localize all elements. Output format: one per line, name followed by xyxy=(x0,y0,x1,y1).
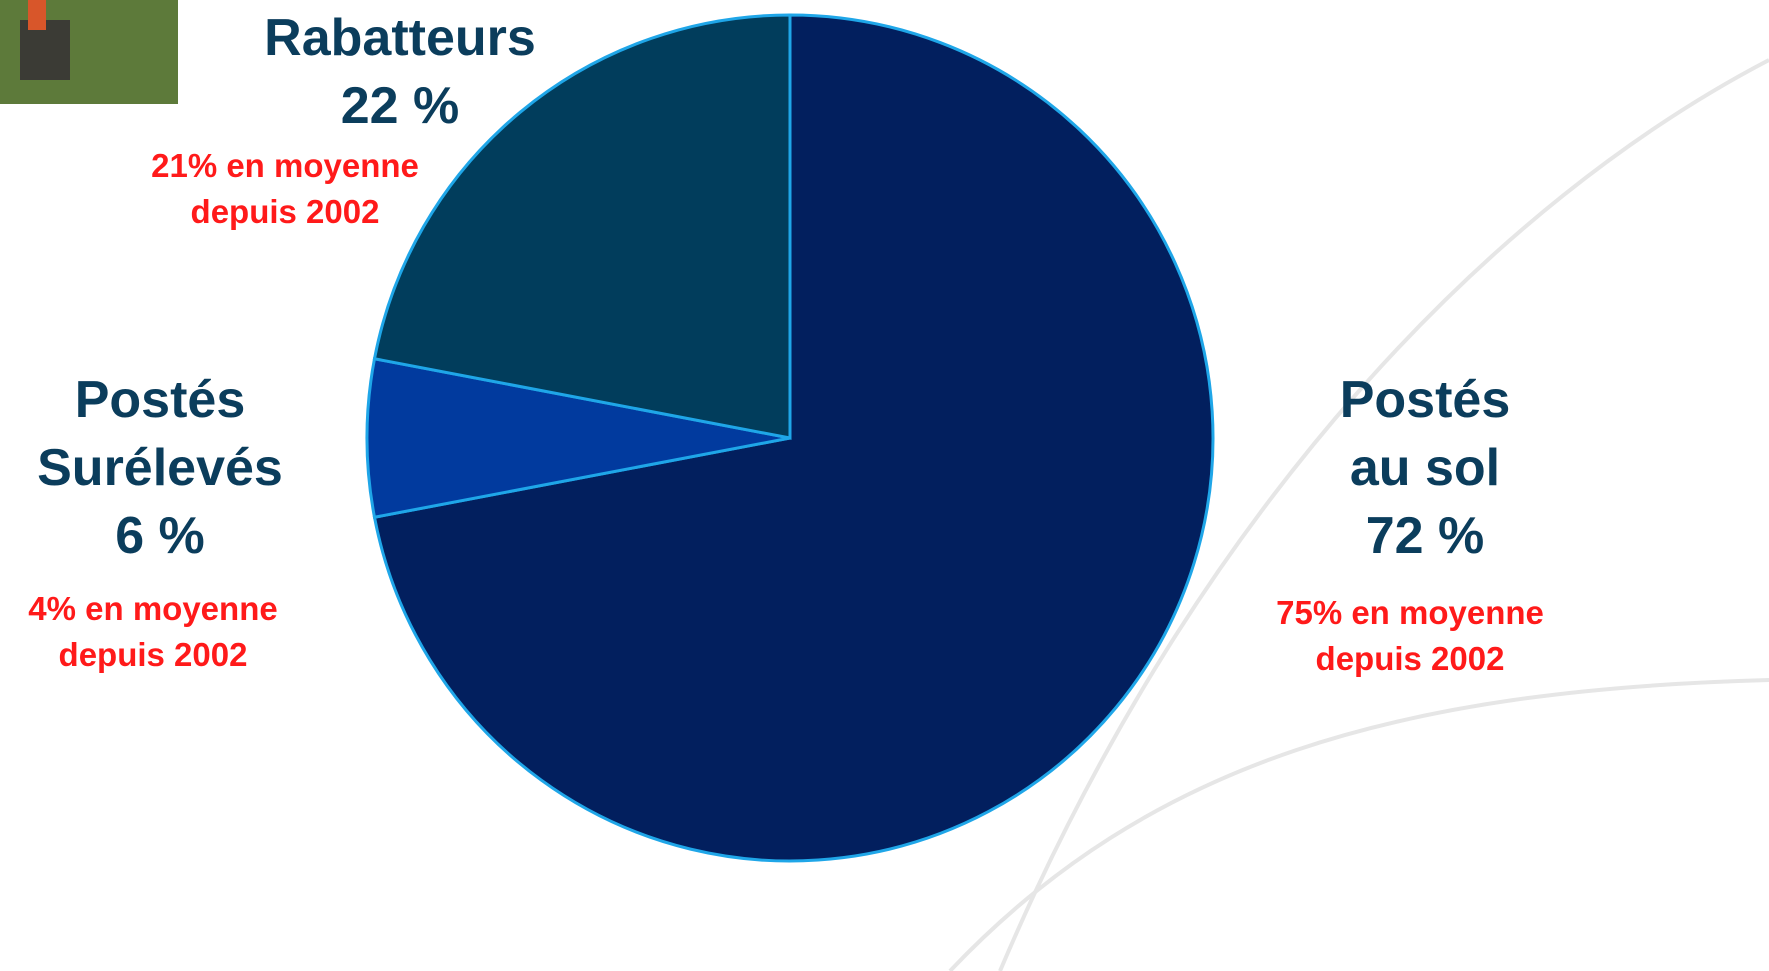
pie xyxy=(365,13,1215,863)
pie-slice xyxy=(365,356,791,520)
slice-label: Postés Surélevés 6 % xyxy=(5,366,315,570)
value-label: 6 % xyxy=(115,507,205,565)
value-label: 72 % xyxy=(1365,507,1485,565)
category-label: Rabatteurs xyxy=(264,9,536,67)
category-label: Postés au sol xyxy=(1339,371,1511,497)
photo-detail xyxy=(28,0,46,30)
pie-slice xyxy=(372,13,1215,863)
background-curve xyxy=(998,58,1769,971)
annotation: 75% en moyenne depuis 2002 xyxy=(1276,594,1544,677)
value-label: 22 % xyxy=(340,77,460,135)
annotation: 21% en moyenne depuis 2002 xyxy=(151,147,419,230)
pie-slice xyxy=(372,13,792,440)
slice-label: Postés au sol 72 % xyxy=(1320,366,1530,570)
slice-label: Rabatteurs 22 % xyxy=(230,4,570,140)
background-curve xyxy=(948,678,1769,971)
category-label: Postés Surélevés xyxy=(37,371,283,497)
annotation: 4% en moyenne depuis 2002 xyxy=(28,590,278,673)
